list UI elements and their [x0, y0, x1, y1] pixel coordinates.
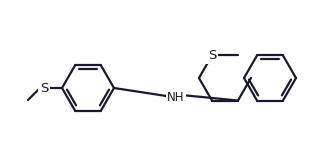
Text: S: S: [40, 81, 48, 94]
Text: S: S: [208, 49, 216, 62]
Text: NH: NH: [167, 91, 185, 104]
